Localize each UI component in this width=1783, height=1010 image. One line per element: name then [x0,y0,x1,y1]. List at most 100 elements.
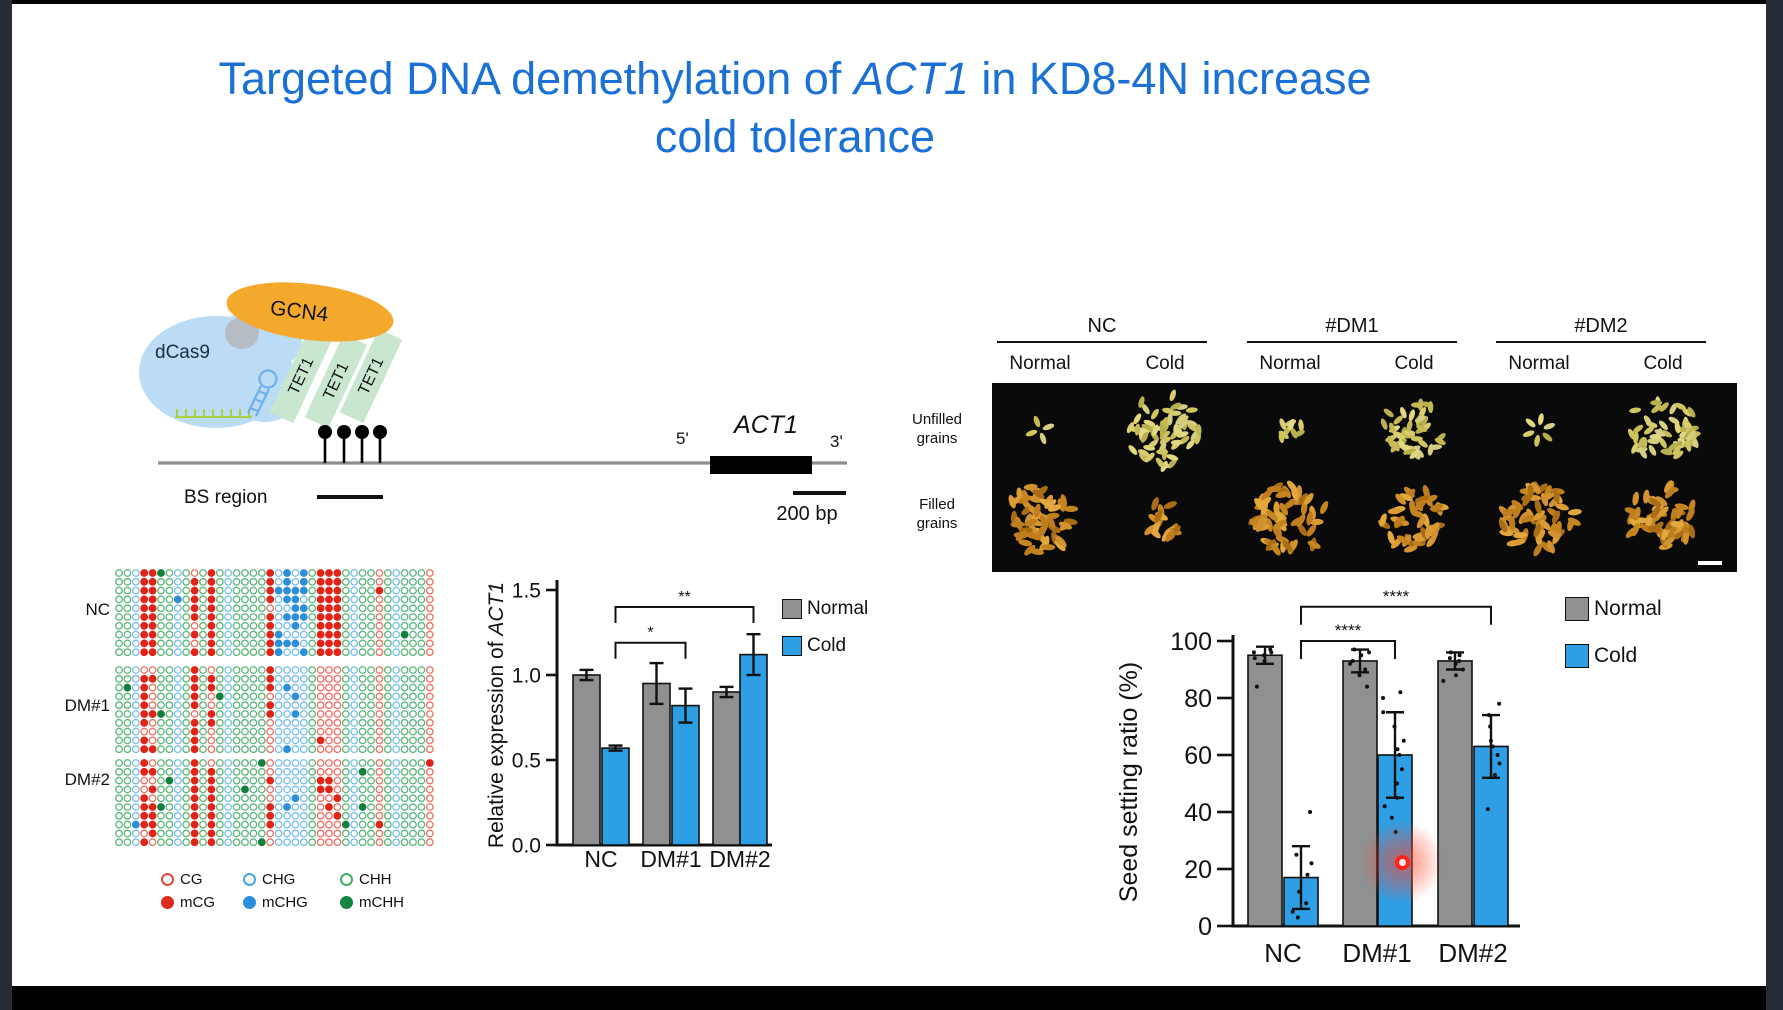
meth-legend-item-mCG: mCG [161,894,215,911]
title-text: Targeted DNA demethylation of [218,53,854,104]
bar-normal-dm#2 [1437,650,1473,927]
seed-setting-chart: 0 20 40 60 80 100 **** **** NC DM#1 DM#2 [1170,587,1520,968]
grain-row-label: Filled grains [889,495,985,533]
y-tick-label: 100 [1170,628,1212,656]
bar-normal-dm#2 [712,685,741,846]
expression-legend-item-normal: Normal [782,598,868,620]
grain-col-label: Cold [1145,353,1185,374]
photo-scale-bar [1698,561,1722,565]
methylation-block-NC [115,569,434,657]
grain-col-label: Normal [1009,353,1071,374]
legend-swatch-icon [782,599,802,619]
significance-bracket: **** [1300,621,1396,659]
error-bar [746,632,761,677]
scatter-points [1348,647,1372,689]
bar-normal-nc [572,668,601,846]
grain-cluster [1008,483,1079,556]
bar-cold-dm#1 [671,687,700,846]
filled-circle-icon [340,896,353,909]
bar-cold-nc [1283,810,1319,927]
meth-legend-label: mCHH [359,894,404,911]
grain-cluster [1278,418,1305,444]
significance-stars: **** [1383,587,1410,606]
title-line1: Targeted DNA demethylation of ACT1 in KD… [60,50,1530,108]
five-prime-label: 5' [676,429,689,448]
error-bar [579,668,594,682]
grain-cluster [1627,396,1701,460]
significance-bracket: **** [1300,587,1492,625]
bs-region-segment [317,495,383,499]
legend-swatch-icon [1565,597,1589,621]
expression-y-axis-label: Relative expression of ACT1 [485,570,515,860]
meth-legend-label: mCHG [262,894,308,911]
methylation-block-DM#2 [115,759,434,847]
error-bar [608,744,623,752]
page-title: Targeted DNA demethylation of ACT1 in KD… [60,50,1530,166]
grain-cluster [1498,481,1582,557]
grain-col-label: Normal [1508,353,1570,374]
grain-group-underline [997,341,1207,343]
methylation-lollipop-icon [337,425,351,463]
title-text-2: in KD8-4N increase [968,53,1372,104]
expression-ylabel-text: Relative expression of [485,635,508,849]
bar-cold-dm#2 [739,632,768,846]
grain-group-label: #DM2 [1574,315,1628,337]
frame-right-strip [1766,0,1783,1010]
meth-legend-label: CG [180,871,203,888]
meth-legend-label: CHG [262,871,296,888]
dcas9-label: dCas9 [155,342,210,363]
bar-cold-dm#2 [1473,701,1509,927]
x-category-label: DM#1 [640,846,701,872]
filled-circle-icon [243,896,256,909]
scale-bar [793,491,846,495]
legend-label: Cold [807,635,847,656]
grain-row-label-line: grains [916,515,958,532]
methylation-lollipop-icon [318,425,332,463]
meth-legend-item-CG: CG [161,871,203,888]
y-tick-label: 0.0 [512,835,541,858]
grain-cluster [1624,480,1696,550]
legend-label: Normal [1594,597,1662,620]
grain-cluster [1377,484,1449,553]
x-category-label: DM#2 [709,846,770,872]
bar-cold-nc [601,744,630,846]
gene-box [710,456,812,474]
y-tick-label: 1.5 [512,580,541,603]
grain-group-label: NC [1087,315,1117,337]
grain-clusters-image [1008,389,1722,565]
seed-legend-item-cold: Cold [1565,644,1637,668]
significance-stars: * [647,625,653,642]
methylation-lollipop-icon [355,425,369,463]
title-line2: cold tolerance [654,111,936,162]
grain-group-underline [1496,341,1706,343]
methylation-block-DM#1 [115,666,434,754]
bar-normal-dm#1 [642,661,671,846]
grain-group-label: #DM1 [1325,315,1379,337]
meth-row-label-dm2: DM#2 [64,770,110,789]
methylation-lollipop-icon [373,425,387,463]
expression-ylabel-gene: ACT1 [485,581,508,636]
legend-swatch-icon [782,636,802,656]
legend-label: Cold [1594,644,1638,667]
grain-cluster [1144,497,1182,542]
error-bar [1292,845,1310,911]
laser-pointer-dot [1394,854,1410,870]
meth-row-label-nc: NC [85,600,110,619]
significance-bracket: ** [614,589,755,623]
significance-stars: ** [678,589,690,606]
construct-diagram: TET1 TET1 TET1 [139,282,847,499]
sgrna-hairpin-icon [247,369,278,417]
scatter-points [1485,701,1502,812]
legend-label: Normal [807,598,869,619]
construct-shapes: TET1 TET1 TET1 [139,282,847,499]
meth-legend-item-mCHH: mCHH [340,894,404,911]
x-category-label: NC [584,846,617,872]
meth-legend-label: mCG [180,894,215,911]
expression-legend-item-cold: Cold [782,635,846,657]
grain-cluster [1522,413,1556,447]
x-category-label: DM#2 [1438,938,1507,968]
open-circle-icon [161,873,174,886]
scatter-points [1251,647,1274,689]
grain-cluster [1380,398,1446,460]
